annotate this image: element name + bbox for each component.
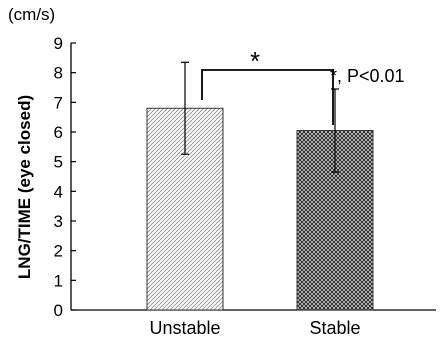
y-ticks: 0 1 2 3 4 5 6 7 8 9	[54, 34, 76, 320]
x-tick-label: Unstable	[149, 318, 220, 338]
y-tick-label: 2	[54, 242, 63, 261]
error-bars	[181, 61, 339, 173]
y-tick-label: 1	[54, 271, 63, 290]
bars	[146, 107, 374, 311]
y-tick-label: 3	[54, 212, 63, 231]
x-tick-labels: Unstable Stable	[149, 318, 360, 338]
y-tick-label: 0	[54, 301, 63, 320]
y-tick-label: 4	[54, 182, 63, 201]
y-tick-label: 8	[54, 64, 63, 83]
y-tick-label: 9	[54, 34, 63, 53]
y-axis-title: LNG/TIME (eye closed)	[15, 95, 34, 279]
x-tick-label: Stable	[309, 318, 360, 338]
y-tick-label: 7	[54, 93, 63, 112]
significance-bracket	[201, 69, 334, 125]
y-tick-label: 5	[54, 153, 63, 172]
y-tick-label: 6	[54, 123, 63, 142]
significance-annotation: *, P<0.01	[330, 66, 405, 86]
y-unit-label: (cm/s)	[8, 5, 55, 24]
significance-bracket-mark: *	[250, 46, 260, 76]
